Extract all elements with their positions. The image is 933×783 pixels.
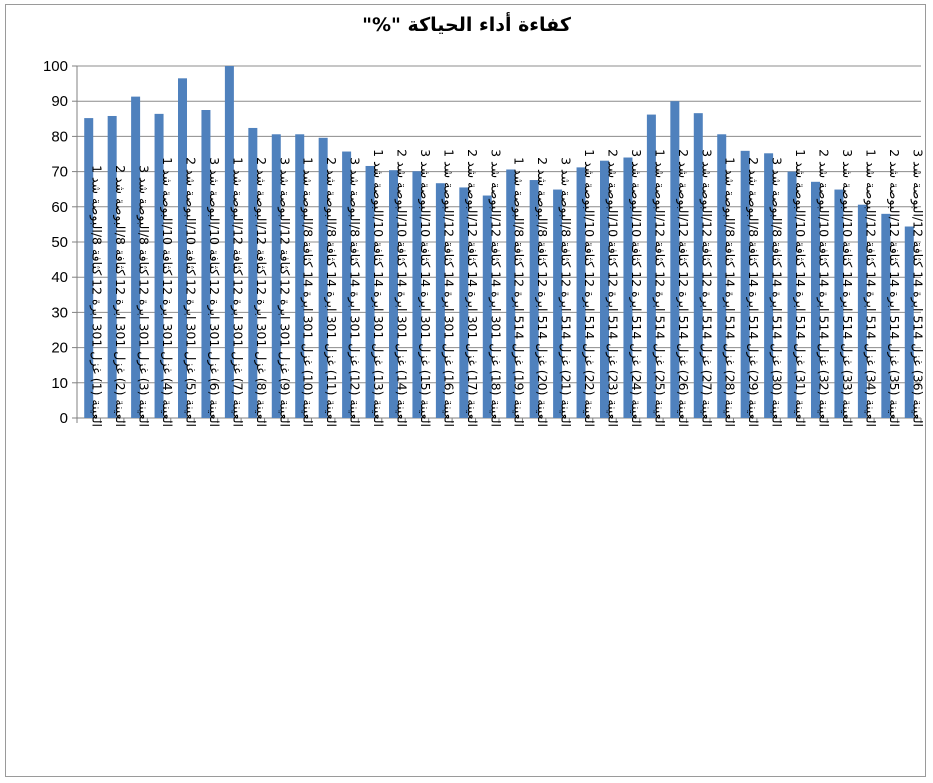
bar — [811, 181, 820, 418]
y-tick-label: 90 — [51, 93, 68, 110]
bar — [740, 150, 750, 418]
x-category-label: العينة (23) غزل 514 ابرة 12 كثافة 10/الب… — [605, 149, 621, 427]
x-category-label: العينة (9) غزل 301 ابرة 12 كثافة 12/البو… — [276, 157, 292, 427]
bar — [787, 171, 797, 418]
x-category-label: العينة (2) غزل 301 ابرة 12 كثافة 8/البوص… — [112, 165, 128, 427]
bar — [646, 114, 656, 419]
bar — [84, 118, 94, 418]
x-category-label: العينة (14) غزل 301 ابرة 14 كثافة 10/الب… — [394, 149, 410, 427]
y-tick-label: 0 — [60, 410, 68, 427]
y-tick-label: 100 — [43, 58, 68, 75]
bar — [154, 113, 164, 418]
bar — [178, 78, 187, 418]
x-category-label: العينة (31) غزل 514 ابرة 14 كثافة 10/الب… — [792, 149, 808, 427]
bar — [600, 160, 609, 419]
bar — [834, 189, 844, 418]
bar — [623, 157, 633, 418]
x-category-label: العينة (15) غزل 301 ابرة 14 كثافة 10/الب… — [417, 149, 433, 427]
x-category-label: العينة (20) غزل 514 ابرة 12 كثافة 8/البو… — [534, 157, 550, 427]
x-category-label: العينة (27) غزل 514 ابرة 12 كثافة 12/الب… — [698, 149, 714, 427]
bar — [248, 127, 258, 419]
bar — [553, 189, 563, 418]
bar — [764, 153, 774, 418]
bar — [271, 134, 281, 418]
bar — [131, 96, 141, 419]
bar — [435, 183, 445, 418]
x-category-label: العينة (24) غزل 514 ابرة 12 كثافة 10/الب… — [628, 149, 644, 427]
bar — [881, 213, 891, 418]
bar — [857, 204, 867, 418]
x-category-label: العينة (22) غزل 514 ابرة 12 كثافة 10/الب… — [581, 149, 597, 427]
bar — [365, 165, 375, 418]
x-category-label: العينة (13) غزل 301 ابرة 14 كثافة 10/الب… — [370, 149, 386, 427]
x-category-label: العينة (19) غزل 514 ابرة 12 كثافة 8/البو… — [511, 157, 527, 427]
x-category-label: العينة (29) غزل 514 ابرة 14 كثافة 8/البو… — [745, 157, 761, 427]
bar — [482, 195, 492, 418]
chart-title: كفاءة أداء الحياكة "%" — [362, 14, 571, 36]
x-category-label: العينة (5) غزل 301 ابرة 12 كثافة 10/البو… — [183, 157, 199, 427]
x-category-label: العينة (1) غزل 301 ابرة 12 كثافة 8/البوص… — [89, 165, 105, 427]
x-category-label: العينة (18) غزل 301 ابرة 14 كثافة 12/الب… — [487, 149, 503, 427]
x-category-label: العينة (33) غزل 514 ابرة 14 كثافة 10/الب… — [839, 149, 855, 427]
x-category-label: العينة (12) غزل 301 ابرة 14 كثافة 8/البو… — [347, 157, 363, 427]
x-category-label: العينة (21) غزل 514 ابرة 12 كثافة 8/البو… — [558, 157, 574, 427]
x-category-label: العينة (7) غزل 301 ابرة 12 كثافة 12/البو… — [229, 157, 245, 427]
bar — [224, 66, 234, 418]
x-category-label: العينة (25) غزل 514 ابرة 12 كثافة 12/الب… — [651, 149, 667, 427]
bar — [412, 171, 422, 418]
y-tick-label: 60 — [51, 199, 68, 216]
bar — [693, 113, 703, 418]
x-category-label: العينة (35) غزل 514 ابرة 14 كثافة 12/الب… — [886, 149, 902, 427]
y-tick-label: 70 — [51, 164, 68, 181]
bar — [529, 180, 539, 418]
bar — [506, 169, 516, 418]
x-category-label: العينة (17) غزل 301 ابرة 14 كثافة 12/الب… — [464, 149, 480, 427]
x-category-label: العينة (4) غزل 301 ابرة 12 كثافة 10/البو… — [159, 157, 175, 427]
bar — [576, 167, 586, 418]
y-tick-label: 30 — [51, 304, 68, 321]
bar — [201, 110, 211, 418]
bar — [459, 187, 469, 418]
bar — [107, 115, 117, 418]
y-tick-label: 40 — [51, 269, 68, 286]
x-category-label: العينة (26) غزل 514 ابرة 12 كثافة 12/الب… — [675, 149, 691, 427]
bar — [389, 170, 398, 418]
bar — [904, 226, 914, 418]
y-tick-label: 20 — [51, 340, 68, 357]
bar — [670, 101, 680, 418]
x-category-label: العينة (28) غزل 514 ابرة 14 كثافة 8/البو… — [722, 157, 738, 427]
x-category-label: العينة (36) غزل 514 ابرة 14 كثافة 12/الب… — [909, 149, 925, 427]
x-category-label: العينة (34) غزل 514 ابرة 14 كثافة 12/الب… — [862, 149, 878, 427]
x-category-label: العينة (8) غزل 301 ابرة 12 كثافة 12/البو… — [253, 157, 269, 427]
y-tick-label: 80 — [51, 128, 68, 145]
x-category-label: العينة (6) غزل 301 ابرة 12 كثافة 10/البو… — [206, 157, 222, 427]
bar — [318, 137, 328, 419]
bar — [342, 151, 352, 418]
y-tick-label: 50 — [51, 234, 68, 251]
x-category-label: العينة (3) غزل 301 ابرة 12 كثافة 8/البوص… — [136, 165, 152, 427]
x-category-label: العينة (10) غزل 301 ابرة 14 كثافة 8/البو… — [300, 157, 316, 427]
x-category-label: العينة (32) غزل 514 ابرة 14 كثافة 10/الب… — [816, 149, 832, 427]
bar — [717, 134, 727, 418]
x-category-label: العينة (30) غزل 514 ابرة 14 كثافة 8/البو… — [769, 157, 785, 427]
x-category-label: العينة (16) غزل 301 ابرة 14 كثافة 12/الب… — [440, 149, 456, 427]
y-tick-label: 10 — [51, 375, 68, 392]
bar — [295, 134, 305, 418]
x-category-label: العينة (11) غزل 301 ابرة 14 كثافة 8/البو… — [323, 157, 339, 427]
